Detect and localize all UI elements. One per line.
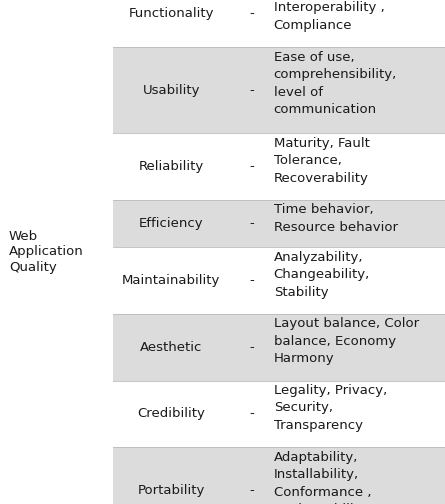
Text: Suitability Accuracy,
Interoperability ,
Compliance: Suitability Accuracy, Interoperability ,… (274, 0, 410, 32)
Text: Maintainability: Maintainability (122, 274, 221, 287)
Text: Aesthetic: Aesthetic (140, 341, 202, 354)
Text: Portability: Portability (138, 484, 205, 497)
Bar (113, 447, 445, 504)
Text: Adaptability,
Installability,
Conformance ,
Replaceability: Adaptability, Installability, Conformanc… (274, 451, 371, 504)
Text: Usability: Usability (142, 84, 200, 97)
Bar (113, 381, 445, 447)
Bar (113, 134, 445, 200)
Bar (113, 200, 445, 247)
Text: -: - (249, 407, 254, 420)
Text: -: - (249, 484, 254, 497)
Text: Layout balance, Color
balance, Economy
Harmony: Layout balance, Color balance, Economy H… (274, 317, 419, 365)
Text: -: - (249, 217, 254, 230)
Bar (113, 47, 445, 134)
Text: Analyzability,
Changeability,
Stability: Analyzability, Changeability, Stability (274, 250, 370, 298)
Text: -: - (249, 341, 254, 354)
Text: -: - (249, 274, 254, 287)
Text: Time behavior,
Resource behavior: Time behavior, Resource behavior (274, 203, 398, 234)
Text: Ease of use,
comprehensibility,
level of
communication: Ease of use, comprehensibility, level of… (274, 50, 397, 116)
Bar (113, 314, 445, 381)
Text: Web
Application
Quality: Web Application Quality (9, 230, 84, 274)
Text: -: - (249, 8, 254, 20)
Bar (113, 0, 445, 47)
Text: -: - (249, 160, 254, 173)
Text: Functionality: Functionality (129, 8, 214, 20)
Text: Efficiency: Efficiency (139, 217, 204, 230)
Text: Credibility: Credibility (138, 407, 205, 420)
Text: Reliability: Reliability (139, 160, 204, 173)
Text: Legality, Privacy,
Security,
Transparency: Legality, Privacy, Security, Transparenc… (274, 384, 387, 432)
Bar (113, 247, 445, 314)
Text: Maturity, Fault
Tolerance,
Recoverability: Maturity, Fault Tolerance, Recoverabilit… (274, 137, 369, 184)
Text: -: - (249, 84, 254, 97)
